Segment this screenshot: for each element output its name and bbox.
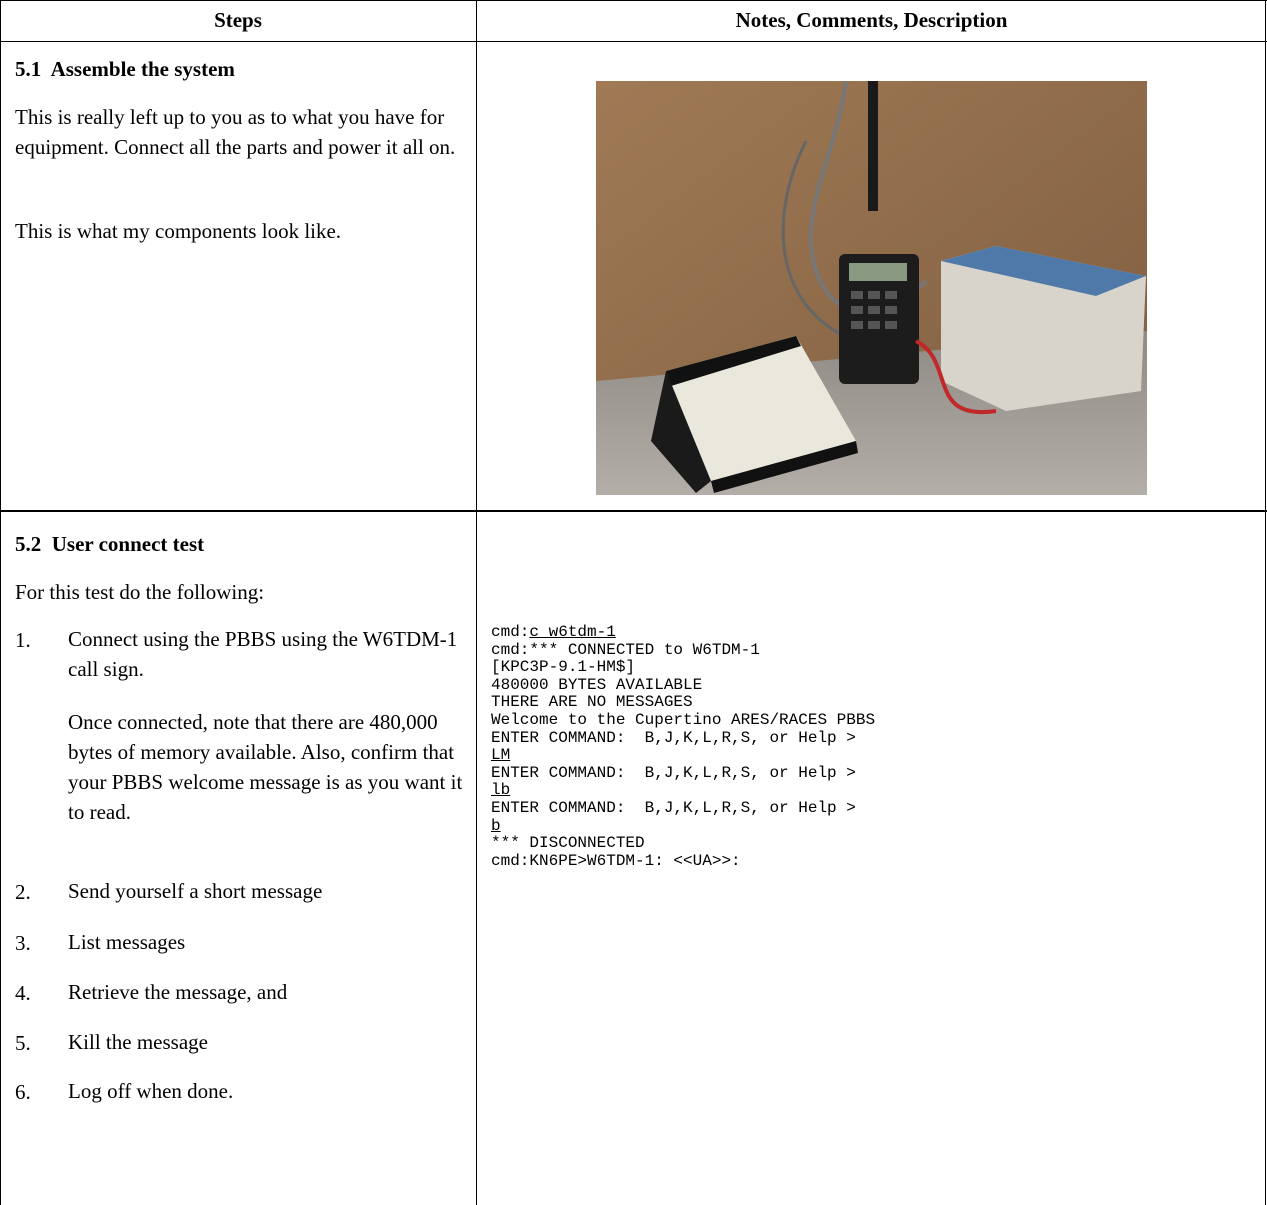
header-cell: Steps	[214, 8, 262, 32]
step-number: 1.	[15, 628, 31, 652]
row-divider	[0, 510, 1267, 512]
output: THERE ARE NO MESSAGES	[491, 693, 693, 712]
prompt: cmd:	[491, 623, 530, 641]
paragraph: This is what my components look like.	[15, 219, 342, 243]
step-number: 3.	[15, 931, 31, 955]
output: ENTER COMMAND: B,J,K,L,R,S, or Help >	[491, 798, 856, 817]
column-divider	[476, 0, 477, 1205]
row-divider	[0, 41, 1267, 42]
table-border	[1265, 0, 1266, 1205]
step-number: 4.	[15, 981, 31, 1005]
step-text: Retrieve the message, and	[68, 980, 288, 1004]
output: Welcome to the Cupertino ARES/RACES PBBS	[491, 710, 876, 729]
step-number: 6.	[15, 1080, 31, 1104]
terminal-line: LM	[491, 746, 875, 765]
step-text: Kill the message	[68, 1030, 208, 1054]
terminal-line: cmd:c w6tdm-1	[491, 623, 875, 642]
terminal-line: 480000 BYTES AVAILABLE	[491, 675, 875, 695]
output: [KPC3P-9.1-HM$]	[491, 658, 636, 677]
terminal-line: [KPC3P-9.1-HM$]	[491, 658, 875, 677]
intro: For this test do the following:	[15, 580, 265, 604]
output: ENTER COMMAND: B,J,K,L,R,S, or Help >	[491, 728, 856, 747]
terminal-line: ENTER COMMAND: B,J,K,L,R,S, or Help >	[491, 728, 875, 748]
step-text: Connect using the PBBS using the W6TDM-1…	[68, 627, 458, 681]
terminal-line: Welcome to the Cupertino ARES/RACES PBBS	[491, 710, 876, 730]
output: *** DISCONNECTED	[491, 834, 645, 853]
table-border	[0, 0, 1267, 1]
typed-input: b	[491, 816, 501, 835]
terminal-log: cmd:c w6tdm-1 cmd:*** CONNECTED to W6TDM-…	[491, 623, 876, 871]
step-number: 2.	[15, 880, 31, 904]
terminal-line: b	[491, 816, 875, 836]
terminal-line: *** DISCONNECTED	[491, 834, 875, 853]
output: cmd:KN6PE>W6TDM-1: <<UA>>:	[491, 851, 741, 870]
typed-input: c w6tdm-1	[529, 623, 616, 641]
terminal-line: ENTER COMMAND: B,J,K,L,R,S, or Help >	[491, 763, 875, 783]
paragraph: This is really left up to you as to what…	[15, 105, 456, 159]
step-note: Once connected, note that there are 480,…	[68, 710, 463, 824]
terminal-line: cmd:KN6PE>W6TDM-1: <<UA>>:	[491, 851, 875, 871]
equipment-photo	[596, 81, 1147, 495]
terminal-line: cmd:*** CONNECTED to W6TDM-1	[491, 640, 875, 660]
terminal-line: ENTER COMMAND: B,J,K,L,R,S, or Help >	[491, 798, 875, 818]
step-text: Log off when done.	[68, 1079, 234, 1103]
section-title: 5.2 User connect test	[15, 532, 205, 556]
typed-input: lb	[491, 781, 511, 800]
step-text: Send yourself a short message	[68, 879, 323, 903]
header-cell: Notes, Comments, Description	[735, 8, 1008, 32]
step-text: List messages	[68, 930, 186, 954]
output: ENTER COMMAND: B,J,K,L,R,S, or Help >	[491, 763, 856, 782]
terminal-line: lb	[491, 782, 875, 800]
output: cmd:*** CONNECTED to W6TDM-1	[491, 640, 760, 659]
terminal-line: THERE ARE NO MESSAGES	[491, 694, 875, 712]
table-border	[0, 0, 1, 1205]
output: 480000 BYTES AVAILABLE	[491, 675, 703, 694]
section-title: 5.1 Assemble the system	[15, 57, 235, 81]
typed-input: LM	[491, 746, 511, 765]
step-number: 5.	[15, 1031, 31, 1055]
